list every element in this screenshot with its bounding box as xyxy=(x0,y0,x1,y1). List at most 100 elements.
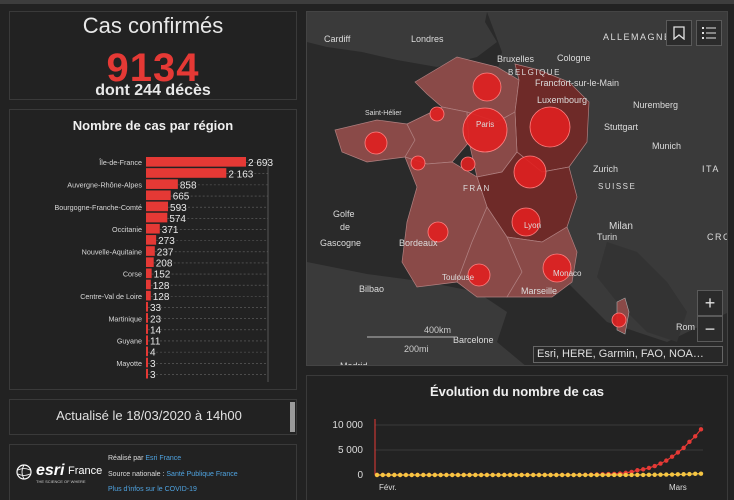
region-bar-value-label: 2 163 xyxy=(228,169,253,180)
evolution-x-tick-label: Févr. xyxy=(379,483,397,492)
region-bar-value-label: 3 xyxy=(150,359,156,370)
evolution-data-point xyxy=(652,463,657,469)
map-place-label: Zurich xyxy=(593,164,618,174)
zoom-out-button[interactable]: − xyxy=(697,316,723,342)
iberia-landmass xyxy=(307,262,525,365)
map-place-label: de xyxy=(340,222,350,232)
evolution-data-point xyxy=(542,472,547,478)
evolution-data-point xyxy=(600,472,605,478)
evolution-data-point xyxy=(386,472,391,478)
region-name-label: Auvergne-Rhône-Alpes xyxy=(67,180,142,189)
map-place-label: Monaco xyxy=(553,269,582,278)
evolution-data-point xyxy=(612,472,617,478)
scale-bar-mi-label: 200mi xyxy=(404,344,429,354)
update-panel: Actualisé le 18/03/2020 à 14h00 xyxy=(9,399,297,435)
evolution-data-point xyxy=(635,472,640,478)
map-place-label: CRO xyxy=(707,232,728,242)
region-name-label: Centre-Val de Loire xyxy=(80,292,142,301)
evolution-data-point xyxy=(392,472,397,478)
case-bubble xyxy=(513,155,547,189)
region-bar xyxy=(146,290,151,301)
map-attribution[interactable]: Esri, HERE, Garmin, FAO, NOA… xyxy=(533,346,723,363)
credit-source-prefix: Source nationale : xyxy=(108,471,165,478)
sante-publique-link[interactable]: Santé Publique France xyxy=(166,471,238,478)
region-bar xyxy=(146,357,148,368)
credit-made-by-prefix: Réalisé par xyxy=(108,455,144,462)
zoom-in-button[interactable]: + xyxy=(697,290,723,316)
evolution-data-point xyxy=(374,472,380,478)
evolution-data-point xyxy=(513,472,519,478)
region-bar-value-label: 858 xyxy=(180,180,197,191)
region-bar-value-label: 23 xyxy=(150,314,162,325)
case-bubble xyxy=(611,312,627,328)
case-bubble xyxy=(529,106,571,148)
map-place-label: Rom xyxy=(676,322,695,332)
region-bar-value-label: 371 xyxy=(162,225,179,236)
region-bar xyxy=(146,235,157,245)
map-place-label: Gascogne xyxy=(320,238,361,248)
region-name-label: Corse xyxy=(123,270,142,279)
map-place-label: Cardiff xyxy=(324,34,351,44)
region-chart-title: Nombre de cas par région xyxy=(72,118,234,133)
region-bar-value-label: 208 xyxy=(156,259,173,270)
region-bar-value-label: 574 xyxy=(169,214,186,225)
evolution-data-point xyxy=(461,472,466,478)
evolution-data-point xyxy=(698,471,704,476)
evolution-y-tick-label: 10 000 xyxy=(332,420,363,431)
evolution-data-point xyxy=(519,472,524,478)
esri-logo-tagline: THE SCIENCE OF WHERE xyxy=(36,479,86,484)
evolution-data-point xyxy=(669,472,675,477)
case-bubble xyxy=(542,253,572,283)
evolution-data-point xyxy=(478,472,484,478)
map-place-label: Londres xyxy=(411,34,444,44)
evolution-line-chart: 10 000 5 000 0 Févr. Mars xyxy=(332,419,704,492)
esri-logo[interactable]: esri France THE SCIENCE OF WHERE xyxy=(16,462,114,488)
evolution-data-point xyxy=(467,472,472,478)
region-bar xyxy=(146,257,154,267)
evolution-data-point xyxy=(693,434,698,439)
evolution-data-point xyxy=(525,472,530,478)
evolution-data-point xyxy=(594,472,600,478)
region-bar-value-label: 128 xyxy=(153,292,170,303)
confirmed-cases-label: Cas confirmés xyxy=(82,13,224,38)
case-bubble xyxy=(462,107,508,153)
region-bar xyxy=(146,324,148,334)
evolution-data-point xyxy=(617,472,623,478)
map-canvas[interactable]: Cardiff Londres ALLEMAGNE Bruxelles Cologne B… xyxy=(307,12,728,366)
map-place-label: Luxembourg xyxy=(537,95,587,105)
map-place-label: FRAN xyxy=(463,184,491,193)
evolution-data-point xyxy=(444,472,449,478)
region-bar xyxy=(146,313,148,323)
map-place-label: Madrid xyxy=(340,361,368,366)
map-place-label: ALLEMAGNE xyxy=(603,32,672,42)
evolution-data-point xyxy=(421,472,426,478)
map-place-label: Turin xyxy=(597,232,617,242)
evolution-data-point xyxy=(415,472,420,478)
evolution-data-point xyxy=(559,472,565,478)
evolution-data-point xyxy=(403,472,409,478)
update-text: Actualisé le 18/03/2020 à 14h00 xyxy=(56,408,242,423)
evolution-chart-panel: Évolution du nombre de cas 10 000 5 000 0 F… xyxy=(306,375,728,500)
map-panel[interactable]: Cardiff Londres ALLEMAGNE Bruxelles Cologne B… xyxy=(306,11,728,366)
esri-france-link[interactable]: Esri France xyxy=(145,455,182,462)
covid-info-link[interactable]: Plus d'infos sur le COVID-19 xyxy=(108,486,197,493)
evolution-data-point xyxy=(502,472,507,478)
evolution-x-tick-label: Mars xyxy=(669,483,687,492)
region-bar xyxy=(146,212,168,223)
bookmark-button[interactable] xyxy=(666,20,692,46)
region-chart-panel: Nombre de cas par région 2 693 Île-de-Fra… xyxy=(9,109,297,390)
evolution-data-point xyxy=(583,472,588,478)
region-bar xyxy=(146,335,148,346)
evolution-data-point xyxy=(698,427,704,432)
legend-button[interactable] xyxy=(696,20,722,46)
update-scrollbar[interactable] xyxy=(290,402,295,432)
region-bar-value-label: 152 xyxy=(154,270,171,281)
italy-landmass xyxy=(597,242,687,342)
region-name-label: Nouvelle-Aquitaine xyxy=(82,247,142,256)
evolution-data-point xyxy=(658,461,663,466)
evolution-data-point xyxy=(606,472,611,478)
top-bar xyxy=(0,0,734,4)
evolution-data-point xyxy=(548,472,553,478)
credit-more-info: Plus d'infos sur le COVID-19 xyxy=(108,486,197,493)
evolution-data-point xyxy=(473,472,478,478)
